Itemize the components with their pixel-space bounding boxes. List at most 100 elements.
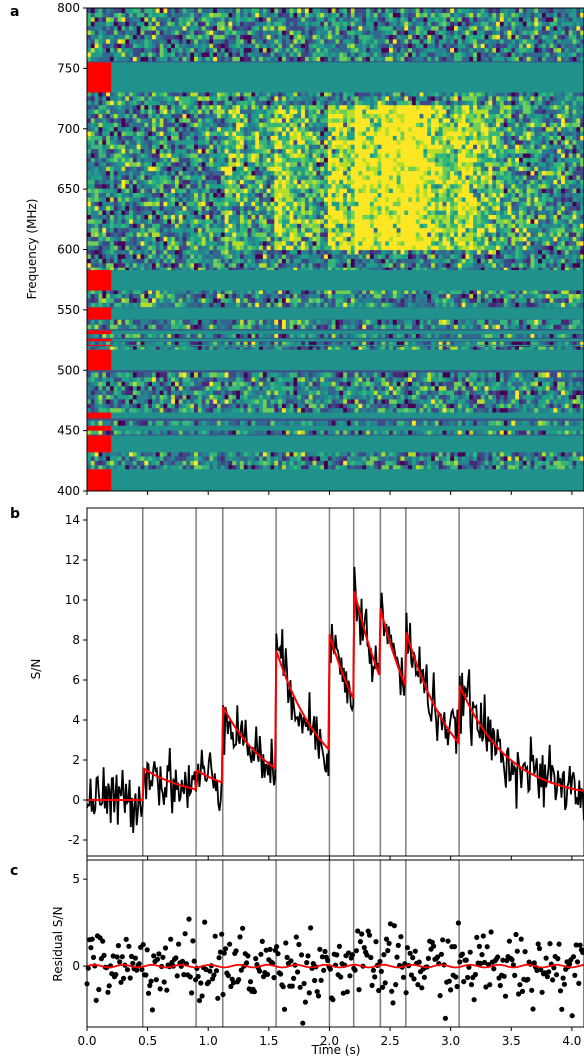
residual-point	[352, 967, 358, 973]
residual-point	[500, 957, 506, 963]
residual-point	[225, 972, 231, 979]
residual-point	[314, 989, 320, 995]
residual-point	[182, 931, 188, 937]
residual-point	[378, 968, 384, 975]
residual-point	[221, 950, 227, 956]
residual-point	[380, 984, 386, 990]
residual-point	[162, 945, 169, 951]
residual-point	[519, 988, 526, 995]
residual-point	[366, 932, 373, 938]
residual-point	[431, 943, 437, 949]
masked-channel-band-3	[87, 412, 584, 419]
mask-indicator-0	[87, 469, 112, 491]
residual-point	[281, 1006, 288, 1012]
residual-point	[315, 993, 322, 999]
residual-point	[347, 973, 353, 979]
residual-point	[550, 977, 556, 983]
residual-point	[407, 950, 413, 956]
x-tick-label-2.0: 2.0	[320, 1034, 339, 1048]
residual-point	[275, 951, 281, 957]
mask-indicator-4	[87, 349, 112, 371]
residual-point	[461, 979, 467, 985]
residual-point	[336, 943, 342, 950]
y-tick-label-b-12: 12	[65, 553, 80, 567]
residual-point	[512, 972, 518, 979]
y-axis-label-sn: S/N	[29, 659, 43, 680]
residual-point	[301, 980, 307, 987]
y-axis-label-frequency: Frequency (MHz)	[25, 199, 39, 300]
residual-point	[466, 964, 472, 970]
residual-point	[408, 972, 414, 978]
residual-point	[306, 990, 312, 996]
residual-point	[139, 966, 145, 973]
residual-point	[491, 966, 497, 972]
x-tick-label-4.0: 4.0	[562, 1034, 581, 1048]
residual-point	[151, 953, 157, 959]
residual-point	[425, 955, 431, 962]
residual-point	[365, 928, 371, 934]
residual-point	[100, 938, 106, 944]
residual-point	[212, 933, 218, 939]
residual-point	[381, 952, 387, 958]
residual-point	[173, 955, 179, 961]
residual-point	[284, 954, 290, 961]
residual-point	[202, 919, 208, 925]
masked-channel-band-1	[87, 435, 584, 453]
residual-point	[570, 954, 577, 960]
residual-point	[395, 942, 401, 949]
residual-point	[289, 983, 295, 989]
mask-indicator-8	[87, 307, 112, 320]
residual-point	[264, 971, 271, 978]
residual-point	[258, 951, 264, 957]
residual-point	[389, 988, 395, 994]
x-tick-label-1.5: 1.5	[259, 1034, 278, 1048]
y-tick-label-b-0: 0	[72, 793, 80, 807]
residual-point	[364, 952, 370, 958]
residual-point	[438, 951, 444, 957]
residual-point	[454, 983, 460, 990]
residual-point	[114, 954, 120, 960]
residual-point	[346, 950, 352, 956]
residual-point	[93, 997, 99, 1004]
residual-point	[330, 997, 336, 1003]
y-tick-label-b-6: 6	[72, 673, 80, 687]
residual-point	[156, 951, 162, 957]
residual-point	[504, 957, 510, 964]
residual-point	[370, 967, 376, 973]
residual-point	[534, 967, 540, 974]
y-tick-label-b-2: 2	[72, 753, 80, 767]
residual-point	[516, 991, 522, 997]
residual-point	[230, 980, 237, 986]
residual-point	[580, 949, 584, 955]
residual-point	[556, 941, 562, 947]
residual-point	[174, 973, 180, 979]
residual-point	[113, 972, 119, 978]
masked-channel-band-10	[87, 62, 584, 93]
residual-point	[484, 944, 490, 950]
residual-point	[546, 969, 552, 975]
residual-point	[457, 959, 463, 965]
residual-point	[251, 989, 257, 995]
mask-indicator-7	[87, 330, 112, 335]
residual-point	[149, 1007, 155, 1013]
residual-point	[296, 941, 302, 948]
residual-point	[304, 960, 310, 966]
residual-point	[220, 991, 226, 998]
residual-point	[148, 978, 154, 984]
mask-indicator-2	[87, 425, 112, 431]
residual-point	[480, 933, 486, 939]
residual-point	[297, 984, 303, 990]
residual-point	[385, 948, 391, 954]
residual-point	[497, 982, 503, 989]
residual-point	[340, 990, 346, 996]
residual-point	[288, 958, 294, 964]
residual-point	[559, 1006, 565, 1012]
residual-point	[199, 993, 205, 999]
mask-indicator-1	[87, 435, 112, 453]
residual-point	[236, 977, 242, 983]
residual-point	[544, 974, 551, 980]
residual-point	[244, 960, 250, 966]
residual-point	[186, 916, 192, 922]
y-tick-label-b-14: 14	[65, 513, 80, 527]
residual-point	[577, 942, 583, 948]
